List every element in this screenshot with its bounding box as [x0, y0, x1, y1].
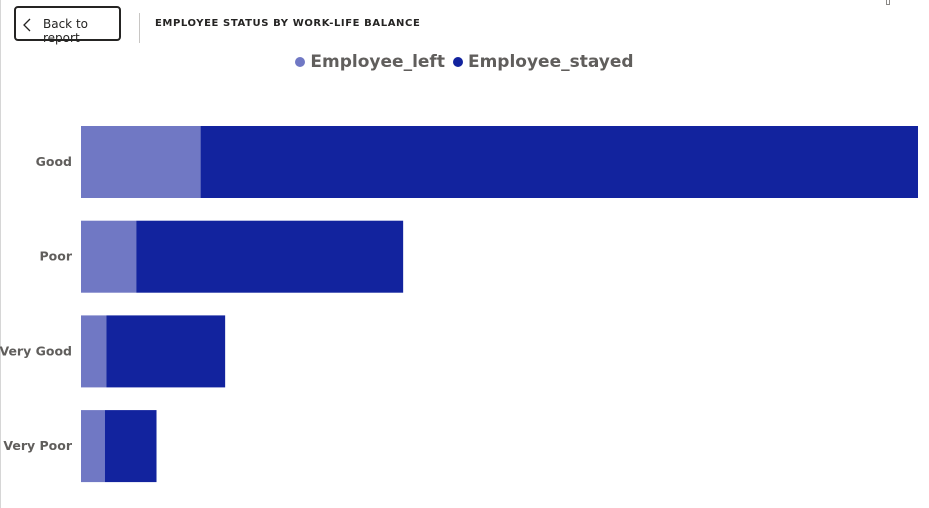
legend-marker-employee-stayed: [452, 57, 463, 67]
category-label-good: Good: [36, 154, 72, 169]
bar-employee-stayed-very-poor[interactable]: [104, 410, 157, 483]
category-label-very-good: Very Good: [0, 343, 72, 358]
chevron-left-icon: [23, 18, 31, 32]
bar-employee-stayed-good[interactable]: [200, 126, 918, 198]
header-divider: [139, 13, 140, 43]
category-label-poor: Poor: [39, 249, 72, 264]
bar-employee-left-very-good[interactable]: [81, 315, 107, 388]
bar-employee-left-good[interactable]: [81, 126, 201, 198]
category-label-very-poor: Very Poor: [3, 438, 72, 453]
bar-employee-left-very-poor[interactable]: [81, 410, 105, 483]
bar-employee-left-poor[interactable]: [81, 220, 137, 293]
canvas-left-border: [0, 0, 1, 508]
focus-mode-icon[interactable]: [886, 0, 890, 5]
legend-marker-employee-left: [295, 57, 306, 67]
back-to-report-label: Back to report: [43, 17, 88, 45]
legend-item-employee-stayed[interactable]: Employee_stayed: [452, 52, 634, 72]
bar-employee-stayed-very-good[interactable]: [106, 315, 226, 388]
visual-title: EMPLOYEE STATUS BY WORK-LIFE BALANCE: [155, 18, 421, 29]
legend-label-employee-stayed: Employee_stayed: [467, 52, 634, 72]
legend-label-employee-left: Employee_left: [310, 52, 445, 72]
bar-employee-stayed-poor[interactable]: [136, 220, 404, 293]
legend-item-employee-left[interactable]: Employee_left: [295, 52, 445, 72]
chart-legend: Employee_left Employee_stayed: [0, 52, 929, 72]
back-to-report-button[interactable]: Back to report: [14, 6, 121, 45]
